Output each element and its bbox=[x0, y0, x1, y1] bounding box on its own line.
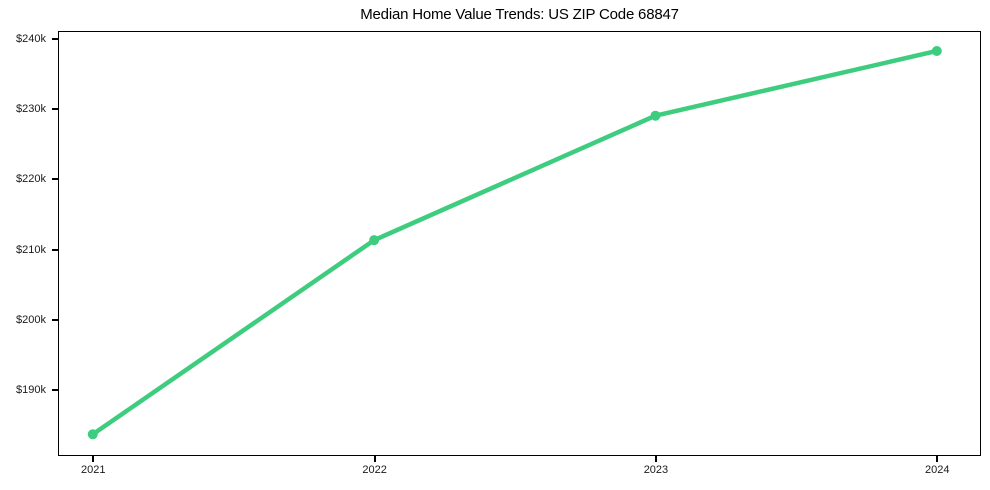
y-tick-label: $210k bbox=[16, 243, 46, 256]
plot-area bbox=[58, 31, 981, 456]
data-point-marker bbox=[650, 110, 661, 121]
chart-title: Median Home Value Trends: US ZIP Code 68… bbox=[360, 6, 679, 23]
x-tick-mark bbox=[936, 456, 939, 462]
y-tick-mark bbox=[52, 389, 58, 392]
x-tick-mark bbox=[654, 456, 657, 462]
x-tick-mark bbox=[92, 456, 95, 462]
x-tick-label: 2024 bbox=[925, 464, 950, 476]
y-tick-mark bbox=[52, 248, 58, 251]
line-chart-svg bbox=[87, 45, 942, 440]
y-tick-mark bbox=[52, 178, 58, 181]
y-tick-label: $240k bbox=[16, 32, 46, 45]
x-tick-mark bbox=[373, 456, 376, 462]
data-point-marker bbox=[369, 235, 380, 246]
trend-line bbox=[90, 48, 940, 437]
y-tick-mark bbox=[52, 108, 58, 111]
data-point-marker bbox=[87, 429, 98, 440]
x-tick-label: 2021 bbox=[81, 464, 106, 476]
y-tick-label: $190k bbox=[16, 384, 46, 397]
y-tick-mark bbox=[52, 37, 58, 40]
y-tick-label: $230k bbox=[16, 103, 46, 116]
y-tick-mark bbox=[52, 319, 58, 322]
x-tick-label: 2022 bbox=[362, 464, 387, 476]
data-point-marker bbox=[931, 45, 942, 56]
x-tick-label: 2023 bbox=[643, 464, 669, 476]
y-tick-label: $200k bbox=[16, 314, 46, 327]
y-tick-label: $220k bbox=[16, 173, 46, 186]
